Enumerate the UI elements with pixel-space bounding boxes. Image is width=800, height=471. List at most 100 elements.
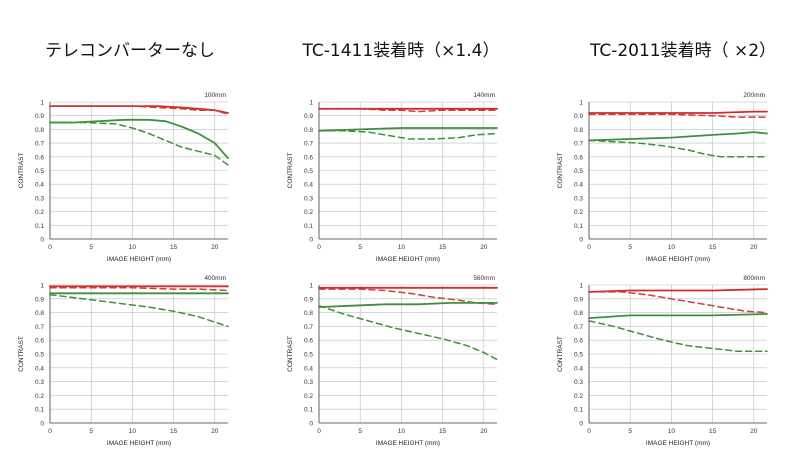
chart-5-y-tick-label: 0 xyxy=(579,421,583,428)
chart-3-y-tick-label: 0.4 xyxy=(35,365,44,372)
chart-3-y-axis-label: CONTRAST xyxy=(18,336,25,372)
chart-2-y-tick-label: 0.9 xyxy=(574,113,583,120)
chart-5-y-tick-label: 0.4 xyxy=(574,365,583,372)
chart-0-x-axis-label: IMAGE HEIGHT (mm) xyxy=(107,256,171,263)
chart-2-x-tick-label: 5 xyxy=(628,244,632,251)
chart-0-x-tick-label: 0 xyxy=(48,244,52,251)
chart-1-x-tick-label: 20 xyxy=(480,244,488,251)
chart-4-y-tick-label: 1 xyxy=(309,283,313,290)
chart-2-y-tick-label: 1 xyxy=(579,100,583,107)
chart-3-y-tick-label: 0.7 xyxy=(35,324,44,331)
chart-0-x-tick-label: 20 xyxy=(211,244,219,251)
chart-5-y-tick-label: 0.5 xyxy=(574,352,583,359)
chart-3-y-tick-label: 0.6 xyxy=(35,338,44,345)
chart-4-y-tick-label: 0.7 xyxy=(304,324,313,331)
chart-2-y-tick-label: 0.5 xyxy=(574,168,583,175)
chart-0-y-tick-label: 0 xyxy=(40,237,44,244)
chart-0-focal-length-label: 100mm xyxy=(204,92,226,99)
chart-2-y-tick-label: 0 xyxy=(579,237,583,244)
chart-5-x-tick-label: 20 xyxy=(750,428,758,435)
chart-2-x-tick-label: 0 xyxy=(587,244,591,251)
chart-5-y-axis-label: CONTRAST xyxy=(557,336,564,372)
chart-4-x-tick-label: 0 xyxy=(317,428,321,435)
chart-3-y-tick-label: 0.1 xyxy=(35,407,44,414)
chart-1-x-tick-label: 15 xyxy=(439,244,447,251)
chart-5-x-tick-label: 0 xyxy=(587,428,591,435)
chart-2-y-axis-label: CONTRAST xyxy=(557,153,564,189)
chart-3-y-tick-label: 0.9 xyxy=(35,296,44,303)
chart-1-y-tick-label: 0.3 xyxy=(304,195,313,202)
chart-3-x-tick-label: 0 xyxy=(48,428,52,435)
chart-4-y-tick-label: 0.9 xyxy=(304,296,313,303)
chart-3-y-tick-label: 0 xyxy=(40,421,44,428)
chart-0-y-tick-label: 0.9 xyxy=(35,113,44,120)
chart-3-y-tick-label: 0.3 xyxy=(35,379,44,386)
chart-0-series-green-dashed-line xyxy=(50,123,228,166)
chart-1-y-tick-label: 0.9 xyxy=(304,113,313,120)
chart-3-x-tick-label: 5 xyxy=(89,428,93,435)
chart-4-y-tick-label: 0.8 xyxy=(304,310,313,317)
chart-2-y-tick-label: 0.2 xyxy=(574,209,583,216)
chart-4-x-tick-label: 10 xyxy=(398,428,406,435)
chart-3-series-green-dashed-line xyxy=(50,295,228,327)
chart-1-x-tick-label: 0 xyxy=(317,244,321,251)
chart-4-y-tick-label: 0.2 xyxy=(304,393,313,400)
chart-2-y-tick-label: 0.1 xyxy=(574,223,583,230)
chart-4-x-axis-label: IMAGE HEIGHT (mm) xyxy=(376,440,440,447)
chart-5-x-axis-label: IMAGE HEIGHT (mm) xyxy=(646,440,710,447)
chart-2-x-tick-label: 20 xyxy=(750,244,758,251)
chart-2-x-axis-label: IMAGE HEIGHT (mm) xyxy=(646,256,710,263)
chart-5-x-tick-label: 15 xyxy=(709,428,717,435)
chart-0-x-tick-label: 10 xyxy=(129,244,137,251)
chart-4-focal-length-label: 560mm xyxy=(473,275,495,282)
chart-0-y-tick-label: 0.1 xyxy=(35,223,44,230)
chart-1-y-tick-label: 0.7 xyxy=(304,141,313,148)
chart-0-y-tick-label: 0.5 xyxy=(35,168,44,175)
chart-5-y-tick-label: 0.2 xyxy=(574,393,583,400)
chart-1-y-tick-label: 0.1 xyxy=(304,223,313,230)
chart-4-x-tick-label: 15 xyxy=(439,428,447,435)
chart-4-y-tick-label: 0.1 xyxy=(304,407,313,414)
chart-3-y-tick-label: 1 xyxy=(40,283,44,290)
chart-0-y-tick-label: 0.7 xyxy=(35,141,44,148)
chart-3-x-axis-label: IMAGE HEIGHT (mm) xyxy=(107,440,171,447)
chart-0-y-tick-label: 0.4 xyxy=(35,182,44,189)
chart-3-x-tick-label: 15 xyxy=(170,428,178,435)
chart-5-y-tick-label: 1 xyxy=(579,283,583,290)
chart-4-y-tick-label: 0.5 xyxy=(304,352,313,359)
chart-0-x-tick-label: 5 xyxy=(89,244,93,251)
chart-4-y-tick-label: 0 xyxy=(309,421,313,428)
chart-5-x-tick-label: 10 xyxy=(668,428,676,435)
chart-5-y-tick-label: 0.6 xyxy=(574,338,583,345)
chart-1-y-tick-label: 0.2 xyxy=(304,209,313,216)
chart-4-series-green-dashed-line xyxy=(319,306,497,360)
chart-0-y-axis-label: CONTRAST xyxy=(18,153,25,189)
chart-3-y-tick-label: 0.5 xyxy=(35,352,44,359)
chart-3-x-tick-label: 20 xyxy=(211,428,219,435)
chart-4-y-tick-label: 0.4 xyxy=(304,365,313,372)
chart-3-x-tick-label: 10 xyxy=(129,428,137,435)
chart-0-y-tick-label: 0.2 xyxy=(35,209,44,216)
chart-5-series-green-solid-line xyxy=(589,314,767,318)
chart-0-y-tick-label: 0.8 xyxy=(35,127,44,134)
chart-4-x-tick-label: 5 xyxy=(358,428,362,435)
chart-2-x-tick-label: 10 xyxy=(668,244,676,251)
chart-2-y-tick-label: 0.8 xyxy=(574,127,583,134)
chart-5-y-tick-label: 0.3 xyxy=(574,379,583,386)
chart-4-y-tick-label: 0.6 xyxy=(304,338,313,345)
chart-1-x-tick-label: 10 xyxy=(398,244,406,251)
chart-1-series-green-dashed-line xyxy=(319,131,497,139)
chart-3-focal-length-label: 400mm xyxy=(204,275,226,282)
chart-2-y-tick-label: 0.6 xyxy=(574,154,583,161)
chart-2-series-red-solid-line xyxy=(589,112,767,113)
chart-4-series-green-solid-line xyxy=(319,303,497,307)
chart-2-y-tick-label: 0.7 xyxy=(574,141,583,148)
chart-5-y-tick-label: 0.7 xyxy=(574,324,583,331)
chart-3-series-red-dashed-line xyxy=(50,288,228,291)
chart-4-x-tick-label: 20 xyxy=(480,428,488,435)
chart-1-y-tick-label: 0.6 xyxy=(304,154,313,161)
chart-5-x-tick-label: 5 xyxy=(628,428,632,435)
chart-1-y-tick-label: 0.8 xyxy=(304,127,313,134)
chart-0-x-tick-label: 15 xyxy=(170,244,178,251)
